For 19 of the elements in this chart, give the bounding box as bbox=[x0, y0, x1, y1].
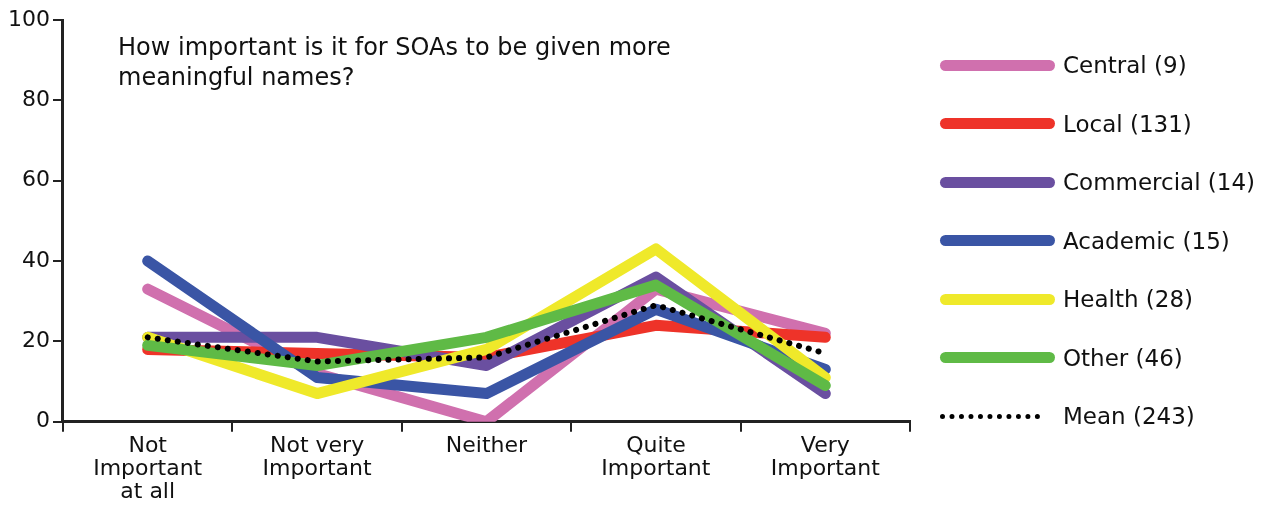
y-tick-label: 60 bbox=[21, 166, 50, 192]
y-tick-label: 80 bbox=[21, 86, 50, 112]
legend-label: Central (9) bbox=[1063, 52, 1187, 79]
legend-label: Academic (15) bbox=[1063, 227, 1230, 254]
legend-label: Local (131) bbox=[1063, 110, 1192, 137]
x-tick-label: Neither bbox=[445, 431, 529, 457]
x-tick-label: Very Important bbox=[770, 431, 881, 481]
x-tick-label: Not very Important bbox=[262, 431, 372, 481]
text: How important is it for SOAs to be given more meaningful names? bbox=[118, 32, 672, 92]
y-tick-label: 20 bbox=[21, 327, 50, 353]
y-tick-label: 100 bbox=[7, 5, 50, 31]
x-tick-label: Quite Important bbox=[601, 431, 711, 481]
legend-label: Other (46) bbox=[1063, 344, 1183, 371]
legend-label: Commercial (14) bbox=[1063, 169, 1256, 196]
y-tick-label: 0 bbox=[35, 407, 50, 433]
legend-label: Mean (243) bbox=[1063, 403, 1195, 430]
legend-label: Health (28) bbox=[1063, 286, 1194, 313]
x-tick-label: Not Important at all bbox=[93, 431, 203, 504]
y-tick-label: 40 bbox=[21, 246, 50, 272]
